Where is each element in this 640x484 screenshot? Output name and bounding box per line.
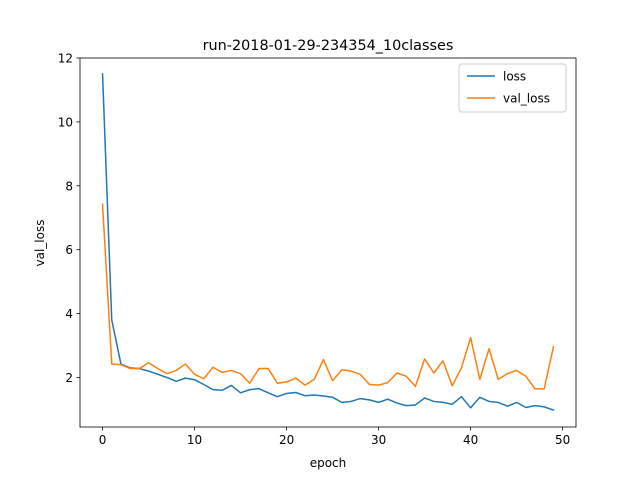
y-axis-label: val_loss: [33, 220, 47, 267]
chart-title: run-2018-01-29-234354_10classes: [203, 38, 454, 54]
y-tick-label: 10: [58, 115, 73, 129]
x-tick-label: 10: [187, 433, 202, 447]
legend-label-val-loss: val_loss: [503, 92, 550, 106]
x-tick-label: 20: [279, 433, 294, 447]
x-tick-label: 50: [555, 433, 570, 447]
plot-frame: [79, 57, 577, 428]
y-tick-label: 12: [58, 52, 73, 66]
series-line-loss: [101, 73, 555, 412]
legend-label-loss: loss: [503, 70, 526, 84]
y-tick-label: 2: [65, 371, 73, 385]
x-tick-label: 0: [99, 433, 107, 447]
legend: loss val_loss: [458, 63, 567, 113]
x-axis-label: epoch: [310, 456, 347, 470]
y-tick-label: 6: [65, 243, 73, 257]
x-tick-label: 40: [463, 433, 478, 447]
plot-area: 0 10 20 30 40 50 2 4 6 8 10 12: [58, 52, 577, 447]
x-tick-label: 30: [371, 433, 386, 447]
series-line-val-loss: [101, 203, 555, 390]
y-tick-label: 8: [65, 179, 73, 193]
y-tick-label: 4: [65, 307, 73, 321]
